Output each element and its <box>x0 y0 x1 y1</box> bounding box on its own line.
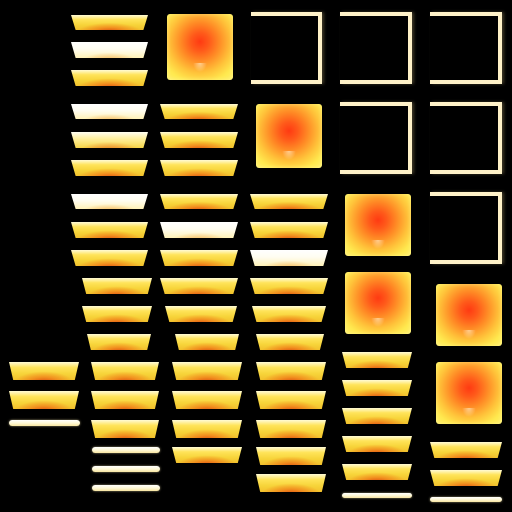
strip-sprite <box>92 485 160 491</box>
slab-sprite <box>71 15 148 30</box>
glow-orb-sprite <box>436 362 502 424</box>
slab-sprite <box>250 194 328 209</box>
slab-sprite <box>256 420 326 438</box>
slab-sprite <box>250 278 328 294</box>
bracket-frame-sprite <box>430 192 502 264</box>
slab-sprite <box>9 362 79 380</box>
bracket-frame-sprite <box>430 12 502 84</box>
bracket-frame-sprite <box>340 102 412 174</box>
glow-orb-sprite <box>345 194 411 256</box>
slab-sprite <box>71 160 148 176</box>
slab-sprite <box>342 408 412 424</box>
slab-sprite <box>342 352 412 368</box>
bracket-frame-sprite <box>340 12 412 84</box>
slab-sprite-white <box>71 194 148 209</box>
slab-sprite <box>172 362 242 380</box>
slab-sprite-white <box>71 42 148 58</box>
strip-sprite <box>92 466 160 472</box>
slab-sprite-white <box>71 104 148 119</box>
strip-sprite <box>342 493 412 498</box>
slab-sprite <box>342 436 412 452</box>
slab-sprite <box>87 334 151 350</box>
strip-sprite <box>430 497 502 502</box>
slab-sprite-pale <box>71 132 148 148</box>
slab-sprite <box>430 442 502 458</box>
glow-orb-sprite <box>256 104 322 168</box>
slab-sprite <box>160 278 238 294</box>
slab-sprite <box>71 250 148 266</box>
slab-sprite <box>71 222 148 238</box>
slab-sprite <box>82 278 152 294</box>
slab-sprite <box>172 391 242 409</box>
slab-sprite <box>160 132 238 148</box>
slab-sprite <box>172 447 242 463</box>
bracket-frame-sprite <box>430 102 502 174</box>
glow-orb-sprite <box>345 272 411 334</box>
slab-sprite <box>256 391 326 409</box>
slab-sprite <box>256 447 326 465</box>
slab-sprite <box>91 420 159 438</box>
slab-sprite <box>9 391 79 409</box>
slab-sprite <box>160 250 238 266</box>
slab-sprite <box>252 306 326 322</box>
slab-sprite <box>172 420 242 438</box>
slab-sprite <box>71 70 148 86</box>
slab-sprite <box>160 104 238 119</box>
slab-sprite <box>160 160 238 176</box>
slab-sprite <box>160 194 238 209</box>
slab-sprite <box>342 380 412 396</box>
slab-sprite <box>430 470 502 486</box>
bracket-frame-sprite <box>251 12 322 84</box>
strip-sprite <box>9 420 80 426</box>
slab-sprite <box>175 334 239 350</box>
slab-sprite-white <box>250 250 328 266</box>
slab-sprite <box>256 334 324 350</box>
glow-orb-sprite <box>436 284 502 346</box>
slab-sprite <box>91 362 159 380</box>
slab-sprite <box>250 222 328 238</box>
slab-sprite <box>256 362 326 380</box>
slab-sprite-white <box>160 222 238 238</box>
slab-sprite <box>91 391 159 409</box>
slab-sprite <box>342 464 412 480</box>
slab-sprite <box>256 474 326 492</box>
slab-sprite <box>165 306 237 322</box>
slab-sprite <box>82 306 152 322</box>
strip-sprite <box>92 447 160 453</box>
glow-orb-sprite <box>167 14 233 80</box>
